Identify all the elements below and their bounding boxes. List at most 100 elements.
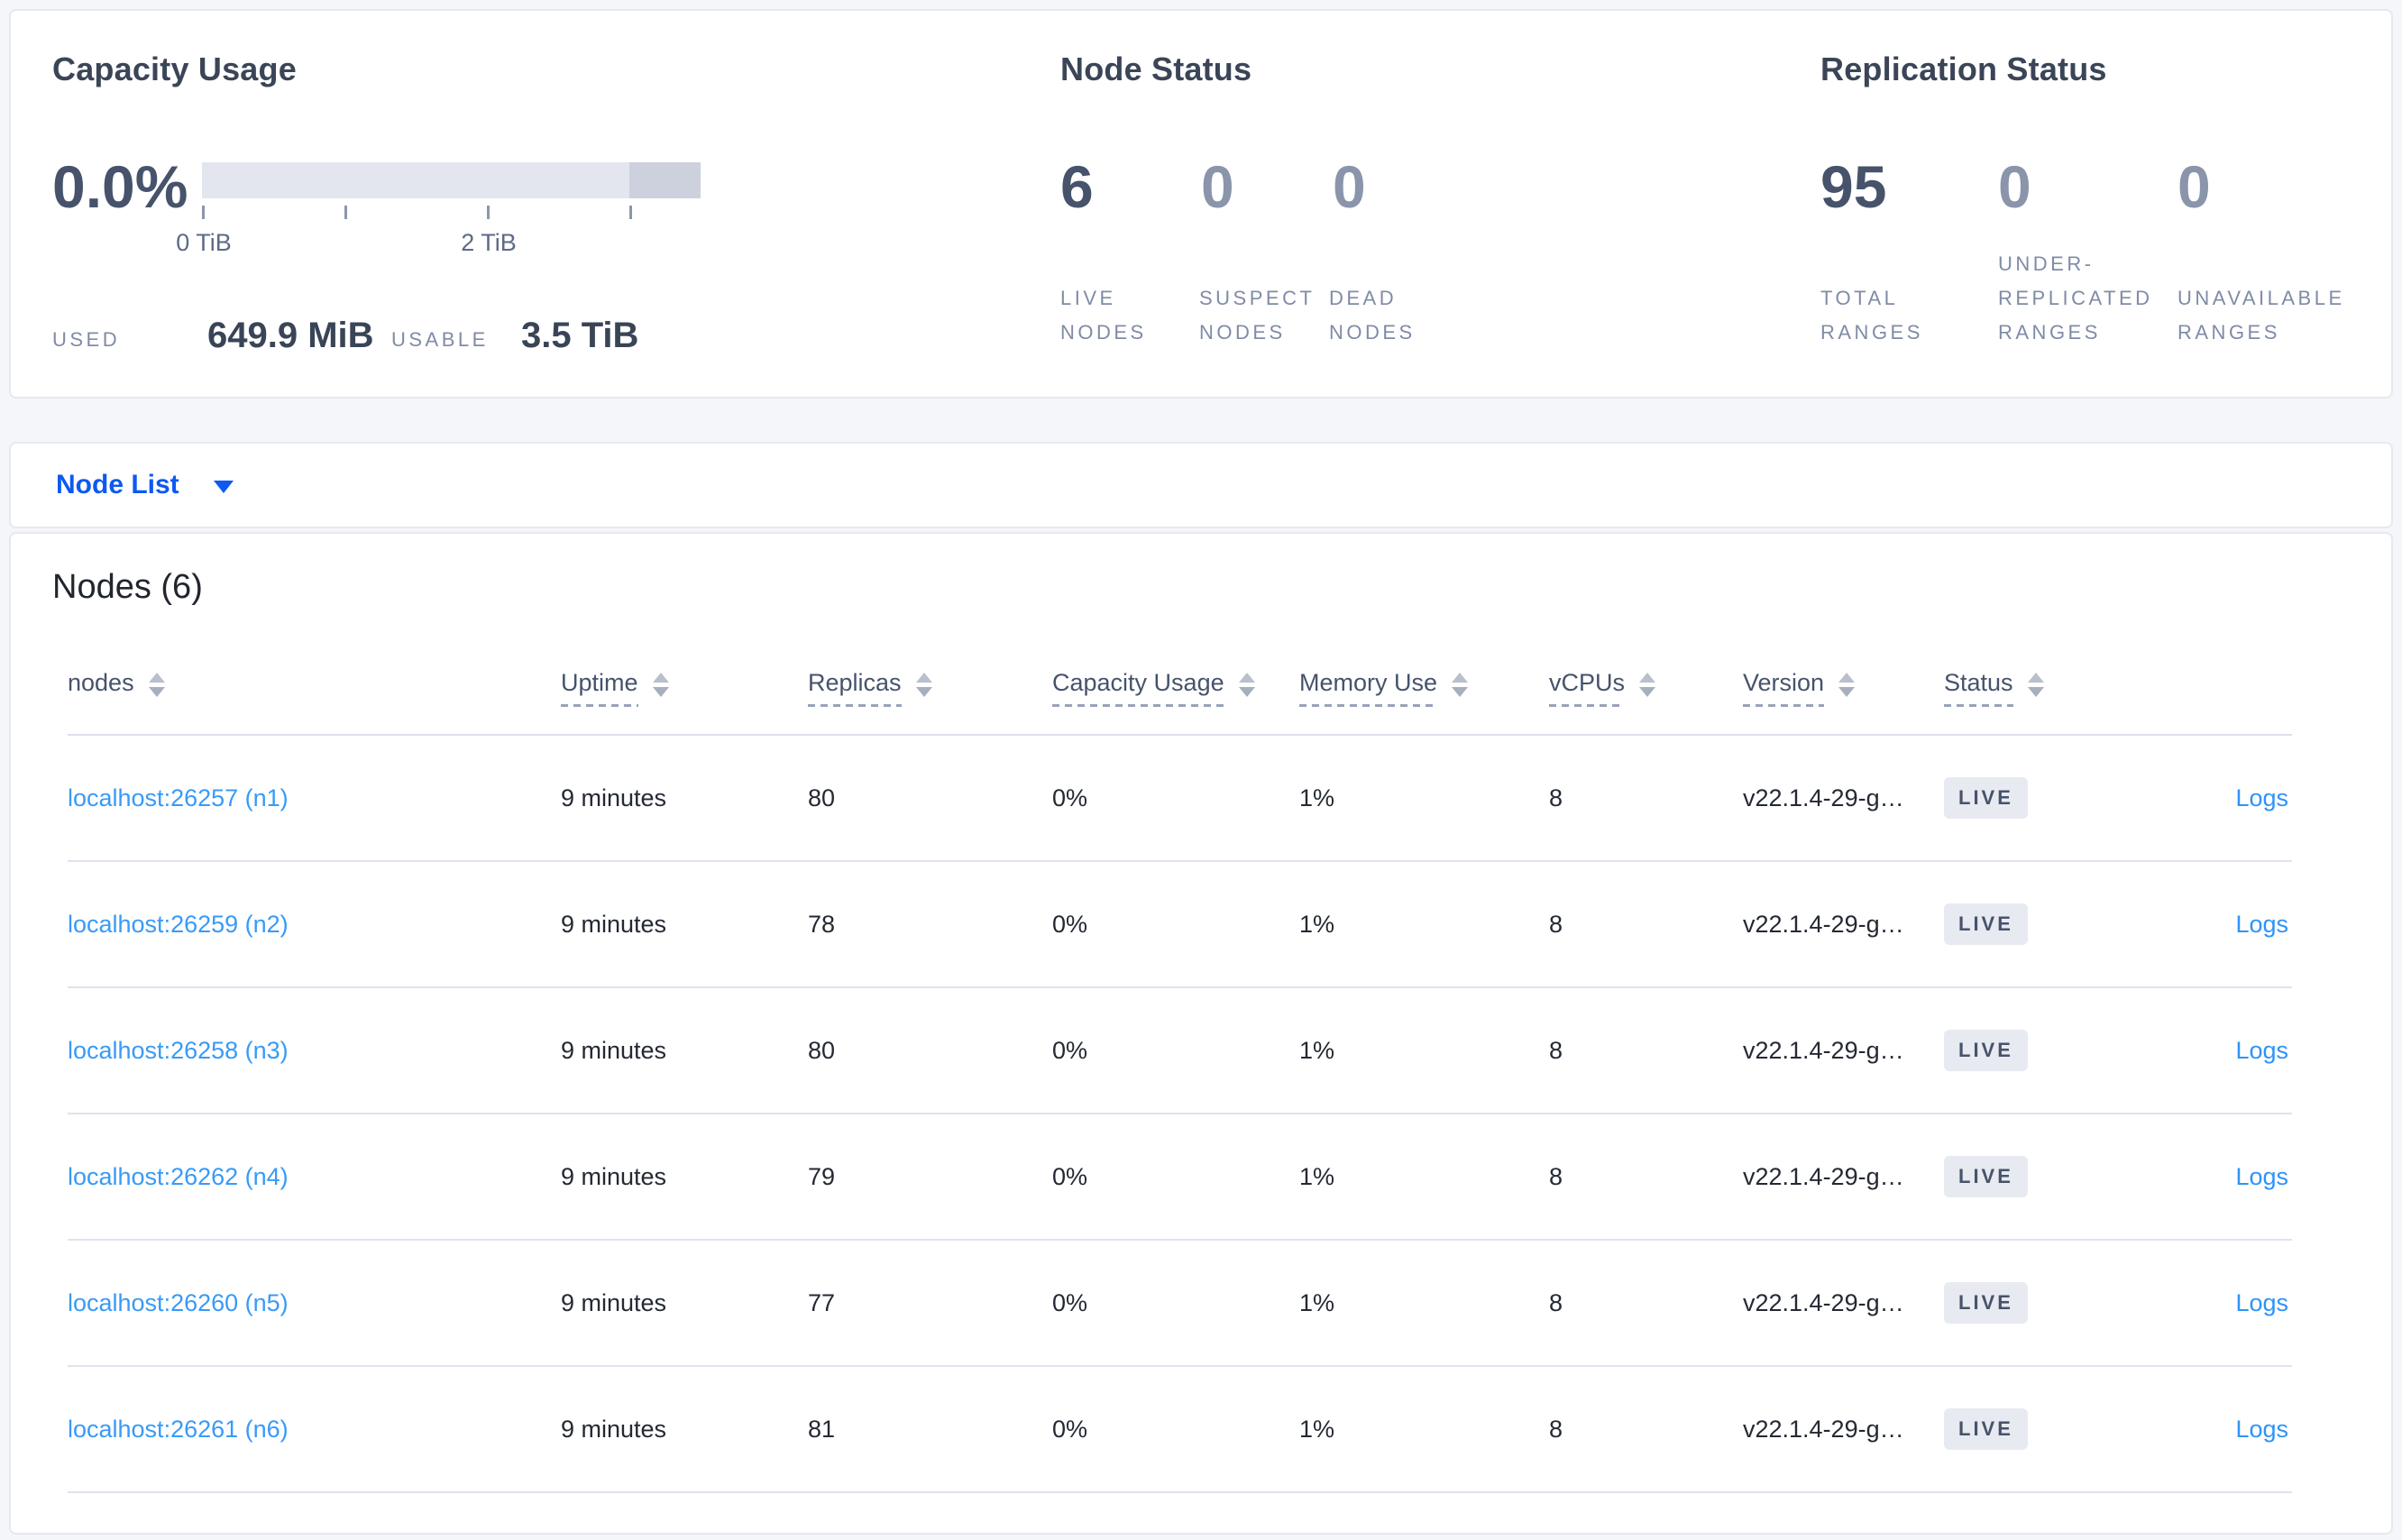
cell-version: v22.1.4-29-g… (1743, 1162, 1904, 1190)
used-label: USED (52, 328, 121, 351)
sort-icon[interactable] (1452, 672, 1469, 697)
under-replicated-ranges-count: 0 (1998, 153, 2031, 220)
suspect-nodes-label: SUSPECT NODES (1199, 287, 1316, 344)
cell-node: localhost:26260 (n5) (68, 1289, 561, 1317)
status-badge: LIVE (1944, 1408, 2028, 1450)
table-row: localhost:26261 (n6) 9 minutes 81 0% 1% 8 v22.… (68, 1367, 2292, 1493)
node-list-dropdown[interactable]: Node List (56, 444, 234, 527)
column-header-replicas[interactable]: Replicas (808, 669, 1052, 707)
axis-tick-label: 2 TiB (461, 229, 517, 256)
status-badge: LIVE (1944, 1282, 2028, 1324)
cell-status: LIVE (1944, 1030, 2160, 1071)
node-link[interactable]: localhost:26262 (n4) (68, 1162, 289, 1190)
column-header-label: nodes (68, 669, 134, 696)
capacity-usage-percent: 0.0% (52, 153, 188, 220)
view-selector-card: Node List (9, 442, 2393, 528)
cell-version: v22.1.4-29-g… (1743, 784, 1904, 811)
cell-memory: 1% (1299, 784, 1335, 811)
table-row: localhost:26260 (n5) 9 minutes 77 0% 1% 8 v22.… (68, 1241, 2292, 1367)
node-link[interactable]: localhost:26257 (n1) (68, 784, 289, 811)
column-header-memory[interactable]: Memory Use (1299, 669, 1549, 707)
cell-status: LIVE (1944, 1282, 2160, 1324)
cell-version: v22.1.4-29-g… (1743, 910, 1904, 938)
column-header-status[interactable]: Status (1944, 669, 2160, 707)
axis-tick-label: 0 TiB (176, 229, 232, 256)
axis-tick (202, 206, 205, 219)
cell-vcpus: 8 (1549, 1036, 1563, 1064)
axis-tick (629, 206, 632, 219)
cell-node: localhost:26259 (n2) (68, 911, 561, 939)
cell-uptime: 9 minutes (561, 1162, 667, 1190)
cell-capacity: 0% (1052, 910, 1088, 938)
replication-status-title: Replication Status (1820, 50, 2107, 87)
unavailable-ranges-count: 0 (2177, 153, 2211, 220)
cell-status: LIVE (1944, 777, 2160, 819)
capacity-usage-title: Capacity Usage (52, 50, 297, 87)
column-header-label: Replicas (808, 669, 902, 707)
table-header-row: nodes Uptime Replicas Capacity Usage Memory … (68, 642, 2292, 736)
status-badge: LIVE (1944, 1030, 2028, 1071)
sort-icon[interactable] (1838, 672, 1856, 697)
cell-vcpus: 8 (1549, 1415, 1563, 1443)
cell-uptime: 9 minutes (561, 1288, 667, 1316)
table-row: localhost:26257 (n1) 9 minutes 80 0% 1% 8 v22.… (68, 736, 2292, 862)
cell-replicas: 77 (808, 1288, 836, 1316)
column-header-capacity[interactable]: Capacity Usage (1052, 669, 1299, 707)
cell-uptime: 9 minutes (561, 910, 667, 938)
cell-vcpus: 8 (1549, 1162, 1563, 1190)
sort-icon[interactable] (1639, 672, 1656, 697)
cell-logs: Logs (2160, 1289, 2292, 1317)
cell-memory: 1% (1299, 1415, 1335, 1443)
cell-replicas: 79 (808, 1162, 836, 1190)
cell-vcpus: 8 (1549, 1288, 1563, 1316)
cell-capacity: 0% (1052, 784, 1088, 811)
cell-replicas: 81 (808, 1415, 836, 1443)
node-link[interactable]: localhost:26261 (n6) (68, 1415, 289, 1443)
cluster-summary-card: Capacity Usage 0.0% 0 TiB 2 TiB USED 649… (9, 9, 2393, 399)
node-list-dropdown-label: Node List (56, 470, 179, 500)
cell-memory: 1% (1299, 1288, 1335, 1316)
cell-uptime: 9 minutes (561, 1415, 667, 1443)
dead-nodes-label: DEAD NODES (1329, 287, 1416, 344)
cell-uptime: 9 minutes (561, 1036, 667, 1064)
logs-link[interactable]: Logs (2235, 1415, 2288, 1443)
cell-replicas: 78 (808, 910, 836, 938)
logs-link[interactable]: Logs (2235, 1162, 2288, 1190)
capacity-bar-reserved-segment (629, 162, 701, 198)
sort-icon[interactable] (148, 672, 165, 697)
column-header-node[interactable]: nodes (68, 669, 561, 707)
cell-node: localhost:26258 (n3) (68, 1037, 561, 1065)
column-header-vcpus[interactable]: vCPUs (1549, 669, 1743, 707)
cell-vcpus: 8 (1549, 910, 1563, 938)
column-header-label: Uptime (561, 669, 638, 707)
chevron-down-icon (213, 481, 234, 493)
live-nodes-label: LIVE NODES (1060, 287, 1147, 344)
axis-tick (487, 206, 490, 219)
usable-label: USABLE (391, 328, 489, 351)
column-header-uptime[interactable]: Uptime (561, 669, 808, 707)
table-row: localhost:26258 (n3) 9 minutes 80 0% 1% 8 v22.… (68, 988, 2292, 1114)
under-replicated-ranges-label: UNDER- REPLICATED RANGES (1998, 252, 2153, 344)
cell-replicas: 80 (808, 1036, 836, 1064)
cell-vcpus: 8 (1549, 784, 1563, 811)
sort-icon[interactable] (652, 672, 669, 697)
logs-link[interactable]: Logs (2235, 910, 2288, 938)
cell-status: LIVE (1944, 1156, 2160, 1197)
node-link[interactable]: localhost:26258 (n3) (68, 1036, 289, 1064)
logs-link[interactable]: Logs (2235, 784, 2288, 811)
sort-icon[interactable] (1238, 672, 1255, 697)
total-ranges-label: TOTAL RANGES (1820, 287, 1923, 344)
cell-uptime: 9 minutes (561, 784, 667, 811)
cell-logs: Logs (2160, 1416, 2292, 1444)
cell-logs: Logs (2160, 1163, 2292, 1191)
sort-icon[interactable] (2027, 672, 2044, 697)
column-header-version[interactable]: Version (1743, 669, 1944, 707)
node-link[interactable]: localhost:26260 (n5) (68, 1288, 289, 1316)
node-link[interactable]: localhost:26259 (n2) (68, 910, 289, 938)
sort-icon[interactable] (915, 672, 932, 697)
status-badge: LIVE (1944, 903, 2028, 945)
logs-link[interactable]: Logs (2235, 1288, 2288, 1316)
cell-node: localhost:26262 (n4) (68, 1163, 561, 1191)
logs-link[interactable]: Logs (2235, 1036, 2288, 1064)
